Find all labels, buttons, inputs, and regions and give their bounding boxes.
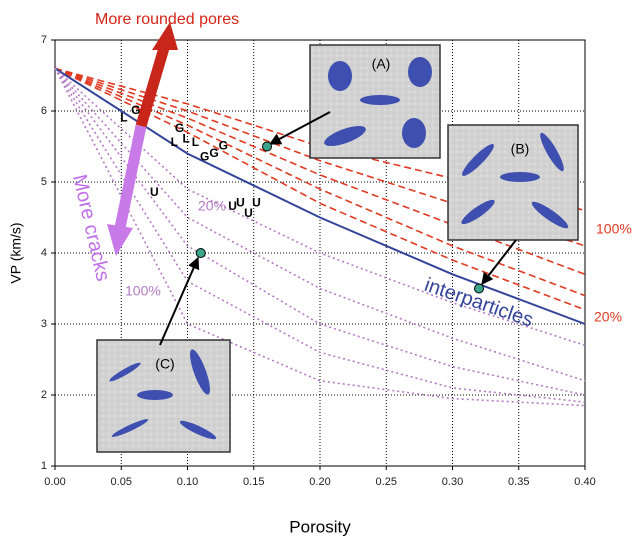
y-tick-label: 5 <box>41 176 47 188</box>
inset-label: (C) <box>155 356 174 372</box>
arrow-cracks <box>114 124 147 230</box>
x-tick-label: 0.00 <box>44 476 65 488</box>
pointer-arrow <box>481 239 517 285</box>
arrow-head <box>107 224 133 256</box>
arrow-rounded <box>135 46 170 128</box>
sample-label: U <box>236 195 245 209</box>
sample-label: U <box>228 199 237 213</box>
x-tick-label: 0.25 <box>376 476 397 488</box>
inset-a: (A) <box>309 44 441 159</box>
annotation: More rounded pores <box>95 11 239 28</box>
annotation: 20% <box>198 198 226 214</box>
inset-label: (B) <box>511 141 530 157</box>
sample-label: U <box>150 185 159 199</box>
point <box>195 248 206 258</box>
inset-c: (C) <box>96 339 231 453</box>
sample-label: G <box>219 139 228 153</box>
y-tick-label: 6 <box>41 105 47 117</box>
sample-label: G <box>175 121 184 135</box>
y-tick-label: 3 <box>41 318 47 330</box>
sample-label: G <box>200 149 209 163</box>
annotation: 20% <box>594 309 622 325</box>
x-tick-label: 0.05 <box>111 476 132 488</box>
point <box>262 141 272 152</box>
x-tick-label: 0.15 <box>243 476 264 488</box>
x-tick-label: 0.10 <box>177 476 198 488</box>
y-tick-label: 4 <box>41 247 47 259</box>
y-axis-label: VP (km/s) <box>8 222 24 283</box>
curve <box>54 67 586 396</box>
x-tick-label: 0.30 <box>442 476 463 488</box>
curve <box>54 67 586 347</box>
x-tick-label: 0.20 <box>309 476 330 488</box>
y-tick-label: 2 <box>41 389 47 401</box>
annotation: 100% <box>125 283 161 299</box>
annotation: 100% <box>596 221 632 237</box>
sample-label: L <box>183 132 190 146</box>
inset-label: (A) <box>372 56 391 72</box>
x-tick-label: 0.40 <box>574 476 595 488</box>
curve <box>54 67 586 403</box>
x-axis-label: Porosity <box>289 517 351 536</box>
pointer-arrow <box>159 256 200 346</box>
curve <box>54 67 586 311</box>
y-tick-label: 7 <box>41 34 47 46</box>
x-tick-label: 0.35 <box>508 476 529 488</box>
sample-label: L <box>192 135 199 149</box>
arrow-head <box>152 22 178 50</box>
sample-label: U <box>244 206 253 220</box>
sample-label: G <box>131 103 140 117</box>
inset-b: (B) <box>447 124 579 241</box>
sample-label: G <box>209 146 218 160</box>
curve <box>54 67 586 297</box>
pointer-arrow <box>268 111 331 145</box>
y-tick-label: 1 <box>41 460 47 472</box>
curve <box>54 68 586 407</box>
sample-label: L <box>120 110 127 124</box>
point <box>474 283 484 294</box>
sample-label: L <box>171 135 178 149</box>
sample-label: U <box>252 195 261 209</box>
